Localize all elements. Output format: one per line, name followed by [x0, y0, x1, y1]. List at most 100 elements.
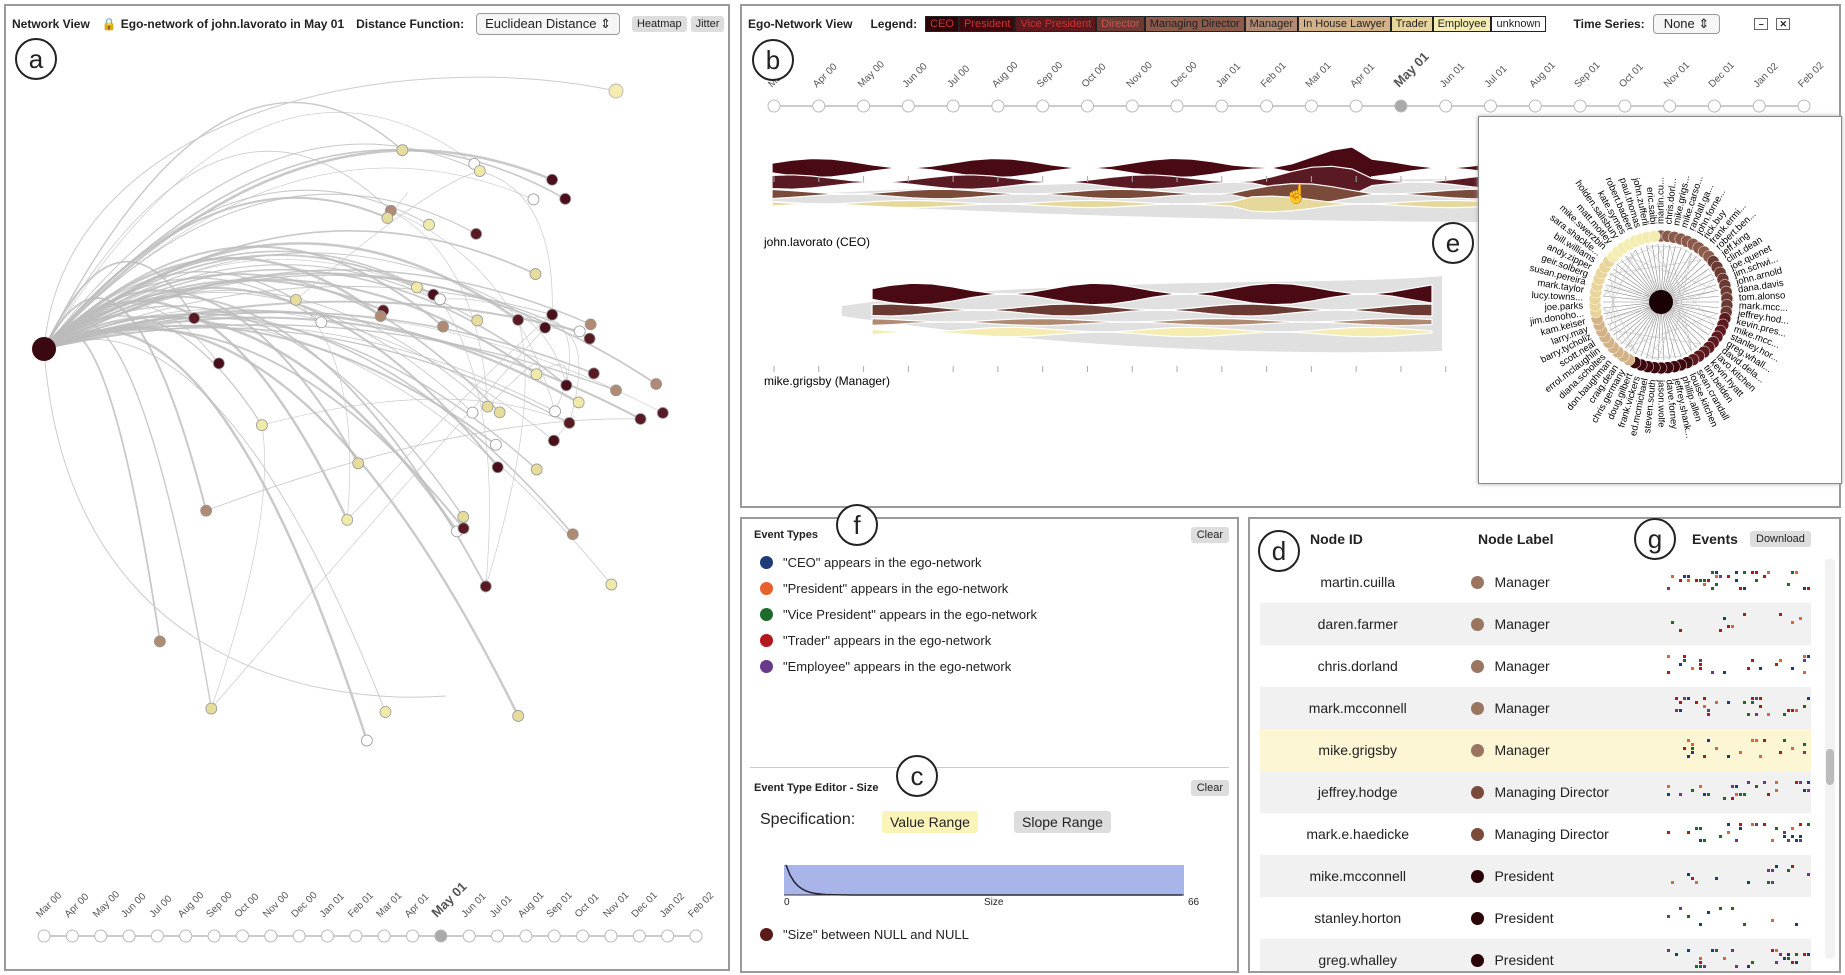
node-label-text: Manager — [1494, 658, 1550, 674]
legend-item-0[interactable]: CEO — [925, 16, 959, 32]
time-slider-label: Apr 00 — [63, 891, 92, 920]
legend-item-5[interactable]: Manager — [1244, 16, 1299, 32]
graph-edge — [295, 170, 480, 301]
event-glyph — [1711, 587, 1714, 590]
event-glyph — [1699, 957, 1702, 960]
event-glyph — [1787, 953, 1790, 956]
events-sparkline — [1661, 813, 1811, 855]
event-glyph — [1679, 709, 1682, 712]
legend-item-8[interactable]: Employee — [1432, 16, 1492, 32]
event-glyph — [1691, 743, 1694, 746]
graph-edge — [43, 348, 447, 698]
time-slider-stop — [946, 99, 960, 113]
size-rule[interactable]: "Size" between NULL and NULL — [760, 921, 969, 947]
event-type-item[interactable]: "President" appears in the ego-network — [760, 575, 1037, 601]
table-row[interactable]: stanley.horton President — [1260, 897, 1811, 939]
event-types-clear-button[interactable]: Clear — [1190, 527, 1229, 543]
event-glyph — [1739, 823, 1742, 826]
table-scrollbar[interactable] — [1825, 559, 1835, 959]
graph-edge — [295, 299, 351, 520]
event-glyph — [1683, 655, 1686, 658]
legend-item-2[interactable]: Vice President — [1015, 16, 1097, 32]
time-series-select[interactable]: None ⇕ — [1652, 14, 1721, 34]
event-type-label: "CEO" appears in the ego-network — [783, 554, 982, 570]
node-id-cell: mike.grigsby — [1318, 742, 1398, 758]
event-glyph — [1667, 949, 1670, 952]
node-label-cell: Managing Director — [1455, 826, 1661, 842]
event-type-item[interactable]: "CEO" appears in the ego-network — [760, 549, 1037, 575]
event-type-item[interactable]: "Employee" appears in the ego-network — [760, 653, 1037, 679]
event-glyph — [1715, 701, 1718, 704]
event-glyph — [1759, 697, 1762, 700]
event-glyph — [1731, 797, 1734, 800]
scrollbar-thumb[interactable] — [1826, 749, 1834, 785]
event-glyph — [1807, 873, 1810, 876]
event-types-panel: Event Types Clear "CEO" appears in the e… — [740, 517, 1239, 973]
event-glyph — [1715, 571, 1718, 574]
close-icon[interactable]: ✕ — [1776, 18, 1791, 30]
legend-item-6[interactable]: In House Lawyer — [1298, 16, 1391, 32]
distance-function-select[interactable]: Euclidean Distance ⇕ — [476, 13, 620, 35]
time-slider-label: May 01 — [1390, 49, 1431, 90]
event-glyph — [1755, 739, 1758, 742]
heatmap-button[interactable]: Heatmap — [631, 16, 687, 32]
legend-item-4[interactable]: Managing Director — [1144, 16, 1245, 32]
table-row[interactable]: mike.grigsby Manager — [1260, 729, 1811, 771]
time-slider-stop — [689, 929, 703, 943]
event-glyph — [1667, 915, 1670, 918]
badge-c: c — [896, 755, 938, 797]
event-glyph — [1711, 949, 1714, 952]
table-row[interactable]: daren.farmer Manager — [1260, 603, 1811, 645]
jitter-button[interactable]: Jitter — [690, 16, 725, 32]
slope-range-button[interactable]: Slope Range — [1014, 811, 1111, 833]
table-row[interactable]: jeffrey.hodge Managing Director — [1260, 771, 1811, 813]
size-distribution-chart[interactable] — [784, 859, 1204, 923]
event-glyph — [1747, 781, 1750, 784]
legend-item-3[interactable]: Director — [1096, 16, 1145, 32]
time-slider-stop — [1484, 99, 1498, 113]
event-glyph — [1695, 881, 1698, 884]
radial-ego-diagram[interactable]: martin.cu...chris.dorl...mike.grigs...mi… — [1479, 117, 1841, 483]
radial-edge — [1646, 245, 1715, 326]
time-slider-stop — [1663, 99, 1677, 113]
radial-ego-popup[interactable]: martin.cu... chris.dorl... mike.grigs... mi… — [1478, 116, 1842, 484]
graph-node — [546, 173, 559, 186]
graph-node — [608, 83, 624, 99]
table-row[interactable]: mike.mcconnell President — [1260, 855, 1811, 897]
event-glyph — [1719, 907, 1722, 910]
table-row[interactable]: mark.e.haedicke Managing Director — [1260, 813, 1811, 855]
size-rule-dot — [760, 927, 773, 941]
minimize-icon[interactable]: – — [1754, 18, 1769, 30]
event-type-item[interactable]: "Trader" appears in the ego-network — [760, 627, 1037, 653]
download-button[interactable]: Download — [1750, 531, 1811, 547]
legend-item-1[interactable]: President — [958, 16, 1016, 32]
node-id-cell: mark.e.haedicke — [1306, 826, 1410, 842]
table-row[interactable]: mark.mcconnell Manager — [1260, 687, 1811, 729]
table-row[interactable]: martin.cuilla Manager — [1260, 561, 1811, 603]
editor-clear-button[interactable]: Clear — [1190, 780, 1229, 796]
value-range-button[interactable]: Value Range — [882, 811, 978, 833]
event-glyph — [1803, 751, 1806, 754]
lock-icon[interactable]: 🔒 — [101, 17, 117, 31]
radial-edge — [1681, 247, 1702, 261]
event-glyph — [1695, 701, 1698, 704]
badge-a: a — [15, 38, 57, 80]
node-id-cell: chris.dorland — [1317, 658, 1398, 674]
event-type-item[interactable]: "Vice President" appears in the ego-netw… — [760, 601, 1037, 627]
event-glyph — [1759, 755, 1762, 758]
legend-item-7[interactable]: Trader — [1390, 16, 1433, 32]
legend-item-9[interactable]: unknown — [1491, 16, 1546, 32]
table-row[interactable]: greg.whalley President — [1260, 939, 1811, 971]
event-glyph — [1775, 949, 1778, 952]
badge-b: b — [752, 39, 794, 81]
table-row[interactable]: chris.dorland Manager — [1260, 645, 1811, 687]
graph-node — [587, 367, 600, 380]
time-slider-label: Nov 00 — [261, 890, 291, 920]
event-glyph — [1743, 793, 1746, 796]
event-glyph — [1735, 571, 1738, 574]
event-glyph — [1667, 793, 1670, 796]
event-glyph — [1755, 579, 1758, 582]
event-glyph — [1711, 571, 1714, 574]
badge-g: g — [1634, 518, 1676, 560]
